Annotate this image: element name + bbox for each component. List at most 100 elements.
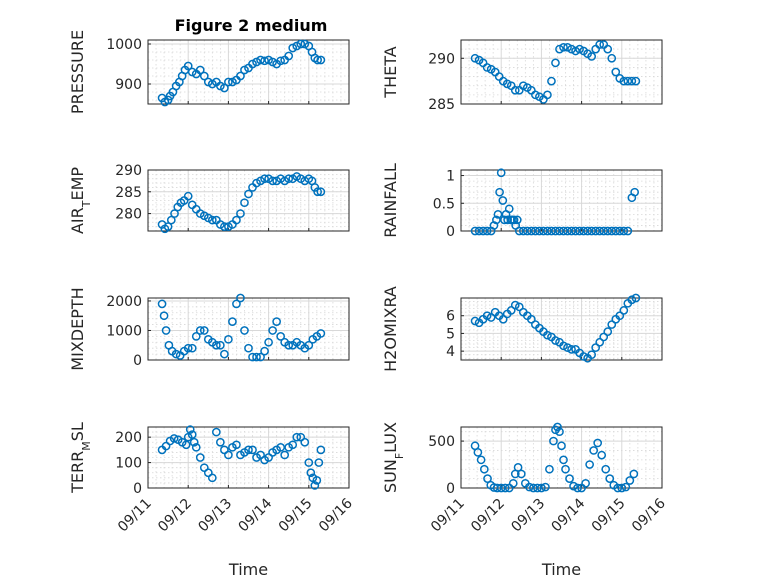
data-point [492,215,501,225]
y-axis-label: AIRTEMP [68,167,93,234]
data-point [288,440,298,450]
x-tick-label: 09/11 [115,496,155,536]
data-point [591,226,601,236]
data-point [567,226,576,236]
data-point [276,442,286,452]
data-point [514,226,524,236]
y-axis-label: MIXDEPTH [68,287,87,370]
data-point [498,314,508,324]
x-tick-label: 09/14 [236,495,276,535]
y-tick-label: 6 [446,309,455,325]
data-point [500,215,509,225]
data-point [191,332,201,341]
data-point [599,226,609,236]
data-point [545,464,554,474]
data-point [498,196,508,205]
data-point [551,58,560,68]
data-point [589,446,599,455]
data-point [508,478,518,488]
data-point [537,483,546,493]
y-tick-label: 280 [115,207,142,223]
data-point [575,226,584,236]
y-tick-label: 285 [115,185,142,201]
data-point [492,483,502,493]
data-point [627,295,637,305]
data-point [236,209,245,218]
subplot-5: 0 1000 2000 MIXDEPTH [68,287,350,371]
data-point [585,460,594,469]
data-point [496,483,506,493]
data-point [256,352,265,362]
data-point [531,90,540,100]
data-point [603,226,613,236]
x-tick-label: 09/15 [589,496,629,536]
data-point [244,343,253,353]
data-point [541,482,550,492]
data-point [284,340,294,350]
data-point [543,330,552,340]
data-point [313,187,322,197]
data-point [587,52,597,61]
data-point [220,349,229,359]
data-point [306,468,316,478]
data-point [615,311,625,321]
data-point [563,343,572,352]
data-point [244,189,253,199]
data-point [236,71,245,81]
data-point [549,436,558,446]
data-point [567,44,576,54]
data-point [195,453,205,462]
data-point [159,311,169,321]
data-point [474,226,484,236]
data-point [236,293,245,303]
data-point [166,215,176,225]
data-point [603,44,613,54]
x-axis-label: Time [541,560,581,579]
data-point [607,320,617,329]
data-point [567,345,576,354]
data-point [502,79,512,89]
data-point [284,174,294,184]
data-point [211,340,221,350]
x-tick-label: 09/14 [549,495,589,535]
data-point [527,314,536,324]
data-point [543,90,552,100]
data-point [479,464,489,474]
data-point [595,40,605,49]
data-point [272,317,281,326]
data-point [599,332,609,342]
data-point [163,222,173,231]
data-point [619,226,629,236]
data-point [539,226,548,236]
y-tick-label: 0 [133,481,142,497]
subplot-4: 0 0.5 1 RAINFALL [381,163,663,240]
data-point [571,226,580,236]
data-point [613,483,623,493]
data-point [284,51,294,61]
y-tick-label: 500 [428,434,455,450]
y-tick-label: 0.5 [433,196,455,212]
data-point [496,168,506,178]
data-point [601,464,611,474]
data-point [316,55,326,65]
data-point [565,474,574,483]
data-point [553,422,562,432]
data-point [161,326,171,335]
data-point [623,76,633,86]
data-point [557,441,566,451]
data-point [240,198,249,208]
data-point [495,187,504,197]
data-point [478,226,488,236]
data-point [617,483,627,493]
data-point [169,434,179,443]
data-point [563,226,572,236]
y-tick-label: 100 [115,456,142,472]
data-point [603,327,613,337]
data-point [181,440,191,450]
data-point [310,481,320,490]
data-point [260,56,269,66]
data-point [189,437,199,447]
data-point [579,226,588,236]
data-point [276,56,286,66]
subplot-2: 285 290 THETA [381,39,663,113]
